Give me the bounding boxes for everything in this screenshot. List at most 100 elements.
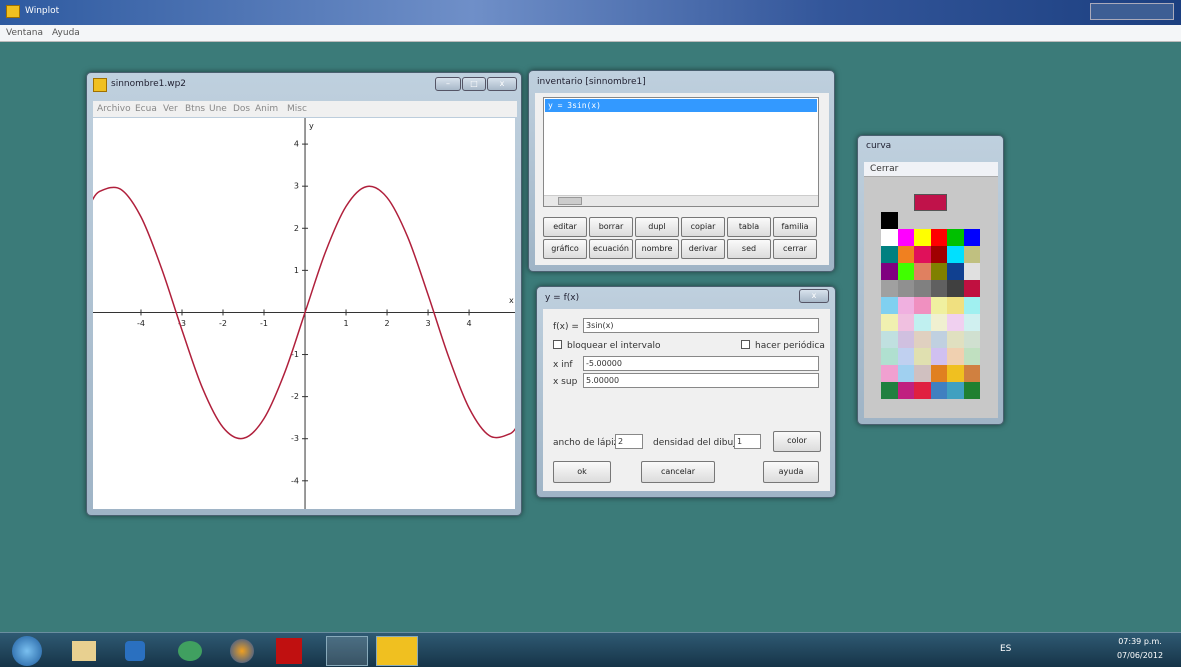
color-swatch[interactable] — [963, 297, 980, 314]
color-swatch[interactable] — [881, 365, 898, 382]
menu-item[interactable]: Dos — [233, 104, 251, 114]
menu-item[interactable]: Archivo — [97, 104, 131, 114]
menu-item[interactable]: Ver — [163, 104, 178, 114]
color-swatch[interactable] — [897, 365, 914, 382]
start-button[interactable] — [12, 636, 42, 666]
color-swatch[interactable] — [914, 348, 931, 365]
button[interactable]: familia — [773, 217, 817, 237]
color-swatch[interactable] — [947, 314, 964, 331]
button[interactable]: copiar — [681, 217, 725, 237]
menu-item[interactable]: Ventana — [6, 28, 43, 38]
menu-item[interactable]: Anim — [255, 104, 279, 114]
color-swatch[interactable] — [897, 246, 914, 263]
maximize-button[interactable]: □ — [462, 77, 486, 91]
taskbar-icon[interactable] — [72, 641, 96, 661]
color-swatch[interactable] — [930, 263, 947, 280]
color-swatch[interactable] — [914, 280, 931, 297]
color-swatch[interactable] — [881, 263, 898, 280]
color-swatch[interactable] — [963, 280, 980, 297]
color-swatch[interactable] — [897, 229, 914, 246]
color-swatch[interactable] — [914, 331, 931, 348]
button[interactable]: cerrar — [773, 239, 817, 259]
color-swatch[interactable] — [947, 365, 964, 382]
close-button[interactable]: x — [799, 289, 829, 303]
button[interactable]: ayuda — [763, 461, 819, 483]
menu-item[interactable]: Misc — [287, 104, 307, 114]
color-swatch[interactable] — [930, 229, 947, 246]
window-controls[interactable] — [1090, 3, 1174, 20]
taskbar-icon[interactable] — [125, 641, 145, 661]
menu-item[interactable]: Une — [209, 104, 227, 114]
color-swatch[interactable] — [914, 297, 931, 314]
color-swatch[interactable] — [947, 348, 964, 365]
color-swatch[interactable] — [914, 382, 931, 399]
color-swatch[interactable] — [963, 263, 980, 280]
button[interactable]: sed — [727, 239, 771, 259]
taskbar-icon[interactable] — [178, 641, 202, 661]
color-swatch[interactable] — [930, 382, 947, 399]
color-swatch[interactable] — [897, 314, 914, 331]
color-swatch[interactable] — [881, 314, 898, 331]
button[interactable]: ok — [553, 461, 611, 483]
color-swatch[interactable] — [881, 382, 898, 399]
color-swatch[interactable] — [881, 348, 898, 365]
color-swatch[interactable] — [963, 348, 980, 365]
color-swatch[interactable] — [881, 297, 898, 314]
color-swatch[interactable] — [947, 331, 964, 348]
lock-checkbox[interactable] — [553, 340, 562, 349]
periodic-checkbox[interactable] — [741, 340, 750, 349]
color-swatch[interactable] — [947, 246, 964, 263]
taskbar-icon[interactable] — [326, 636, 368, 666]
xsup-input[interactable]: 5.00000 — [583, 373, 819, 388]
color-swatch[interactable] — [963, 331, 980, 348]
color-swatch[interactable] — [947, 280, 964, 297]
menu-item[interactable]: Btns — [185, 104, 206, 114]
color-swatch[interactable] — [914, 229, 931, 246]
close-menu[interactable]: Cerrar — [864, 162, 998, 177]
minimize-button[interactable]: – — [435, 77, 461, 91]
color-swatch[interactable] — [897, 297, 914, 314]
color-swatch[interactable] — [897, 263, 914, 280]
color-swatch[interactable] — [914, 365, 931, 382]
taskbar-icon[interactable] — [376, 636, 418, 666]
color-swatch[interactable] — [930, 348, 947, 365]
color-swatch[interactable] — [947, 382, 964, 399]
button[interactable]: gráfico — [543, 239, 587, 259]
scroll-thumb[interactable] — [558, 197, 582, 205]
color-swatch[interactable] — [947, 229, 964, 246]
color-swatch[interactable] — [897, 280, 914, 297]
color-swatch[interactable] — [963, 229, 980, 246]
density-input[interactable]: 1 — [734, 434, 761, 449]
pen-input[interactable]: 2 — [615, 434, 643, 449]
language[interactable]: ES — [1000, 644, 1012, 654]
clock-time[interactable]: 07:39 p.m. — [1118, 637, 1162, 646]
scrollbar[interactable] — [544, 195, 818, 206]
color-swatch[interactable] — [914, 314, 931, 331]
color-swatch[interactable] — [881, 331, 898, 348]
fx-input[interactable]: 3sin(x) — [583, 318, 819, 333]
color-button[interactable]: color — [773, 431, 821, 452]
color-swatch[interactable] — [881, 280, 898, 297]
color-swatch[interactable] — [930, 297, 947, 314]
color-swatch[interactable] — [930, 314, 947, 331]
color-swatch[interactable] — [897, 382, 914, 399]
color-swatch[interactable] — [881, 229, 898, 246]
color-swatch[interactable] — [947, 297, 964, 314]
button[interactable]: cancelar — [641, 461, 715, 483]
button[interactable]: editar — [543, 217, 587, 237]
list-item[interactable]: y = 3sin(x) — [545, 99, 817, 112]
color-swatch[interactable] — [930, 280, 947, 297]
color-swatch[interactable] — [930, 365, 947, 382]
color-swatch[interactable] — [930, 246, 947, 263]
color-swatch[interactable] — [963, 246, 980, 263]
color-swatch[interactable] — [930, 331, 947, 348]
taskbar-icon[interactable] — [230, 639, 254, 663]
menu-item[interactable]: Ayuda — [52, 28, 80, 38]
color-swatch[interactable] — [914, 246, 931, 263]
menu-item[interactable]: Ecua — [135, 104, 157, 114]
xinf-input[interactable]: -5.00000 — [583, 356, 819, 371]
button[interactable]: dupl — [635, 217, 679, 237]
color-swatch[interactable] — [881, 212, 898, 229]
button[interactable]: nombre — [635, 239, 679, 259]
clock-date[interactable]: 07/06/2012 — [1116, 651, 1164, 660]
